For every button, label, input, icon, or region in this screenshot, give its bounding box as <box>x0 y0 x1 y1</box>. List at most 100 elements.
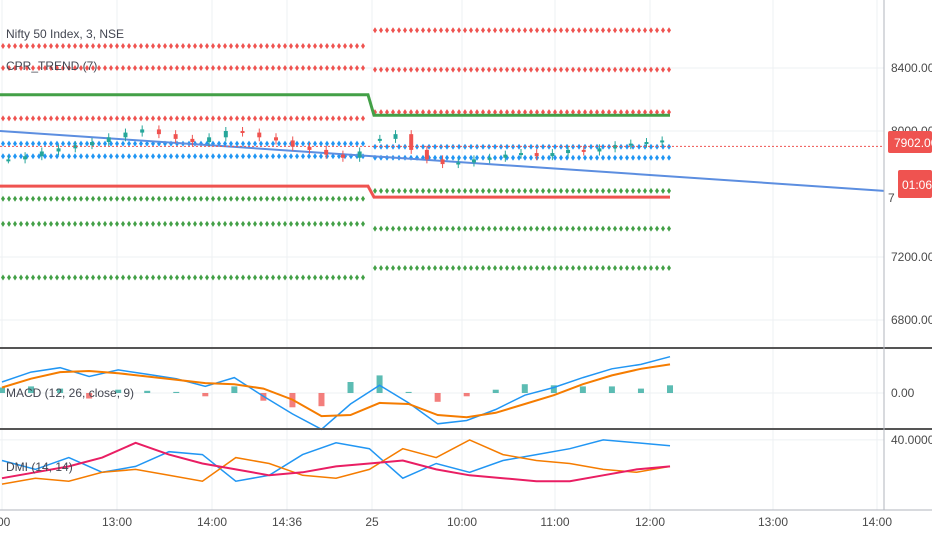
candle-body[interactable] <box>240 131 245 133</box>
s1-dots[interactable] <box>373 187 671 194</box>
red-trend-line[interactable] <box>0 184 670 199</box>
r2-dots[interactable] <box>1 65 365 71</box>
macd-histogram-bar[interactable] <box>115 389 122 393</box>
candle-body[interactable] <box>156 129 161 135</box>
candle-body[interactable] <box>140 129 145 133</box>
macd-histogram-bar[interactable] <box>376 375 383 393</box>
macd-histogram-bar[interactable] <box>637 388 644 393</box>
candle-body[interactable] <box>613 145 618 149</box>
r1-dots[interactable] <box>373 109 671 116</box>
level-dot <box>103 153 107 160</box>
legend-dmi[interactable]: DMI (14, 14) <box>6 460 73 474</box>
macd-histogram-bar[interactable] <box>463 393 470 397</box>
candle-body[interactable] <box>290 140 295 147</box>
candle-body[interactable] <box>357 151 362 158</box>
dmi-panel[interactable] <box>0 439 884 485</box>
green-trend-line[interactable] <box>0 93 670 117</box>
legend-macd[interactable]: MACD (12, 26, close, 9) <box>6 386 134 400</box>
candle-body[interactable] <box>90 142 94 146</box>
macd-histogram-bar[interactable] <box>173 391 180 393</box>
candle-body[interactable] <box>73 145 78 149</box>
candle-body[interactable] <box>56 148 61 152</box>
candle-body[interactable] <box>519 153 523 156</box>
candle-body[interactable] <box>534 153 539 157</box>
candle-body[interactable] <box>6 159 11 162</box>
macd-histogram-bar[interactable] <box>608 386 615 393</box>
candle-body[interactable] <box>409 134 414 150</box>
candle-body[interactable] <box>503 154 508 158</box>
candle-body[interactable] <box>39 151 44 157</box>
macd-histogram-bar[interactable] <box>347 382 354 393</box>
candle-body[interactable] <box>597 148 602 152</box>
level-dot <box>157 115 161 122</box>
candle-body[interactable] <box>190 138 195 143</box>
macd-panel[interactable] <box>0 355 884 431</box>
candle-body[interactable] <box>173 134 178 139</box>
legend-cpr-trend[interactable]: CPR_TREND (7) <box>6 59 97 73</box>
candle-body[interactable] <box>660 140 665 143</box>
candle-body[interactable] <box>106 137 111 143</box>
candle-body[interactable] <box>307 146 312 150</box>
adx-line[interactable] <box>1 441 671 483</box>
candle-body[interactable] <box>628 143 633 146</box>
candle-body[interactable] <box>324 149 329 155</box>
candle-body[interactable] <box>340 154 345 158</box>
macd-histogram-bar[interactable] <box>231 386 238 393</box>
s3-dots[interactable] <box>1 274 365 281</box>
s3-dots[interactable] <box>373 265 671 272</box>
macd-histogram-bar[interactable] <box>318 393 325 407</box>
candle-body[interactable] <box>274 137 278 141</box>
level-dot <box>421 66 425 73</box>
s2-dots[interactable] <box>373 225 671 232</box>
macd-histogram-bar[interactable] <box>57 388 64 393</box>
candle-body[interactable] <box>471 159 476 163</box>
s2-dots[interactable] <box>1 220 365 227</box>
candle-body[interactable] <box>257 132 262 138</box>
candle-body[interactable] <box>440 159 445 165</box>
candle-body[interactable] <box>644 142 649 145</box>
s1-dots[interactable] <box>1 195 365 202</box>
candle-body[interactable] <box>487 157 492 160</box>
level-dot <box>1 42 5 49</box>
candle-body[interactable] <box>207 137 212 143</box>
r2-dots[interactable] <box>373 66 671 73</box>
candle-body[interactable] <box>123 132 128 138</box>
candle-body[interactable] <box>23 156 28 160</box>
candle-body[interactable] <box>393 134 398 139</box>
candle-body[interactable] <box>223 131 228 138</box>
r3-dots[interactable] <box>373 27 671 34</box>
signal-line[interactable] <box>1 363 671 419</box>
macd-histogram-bar[interactable] <box>521 384 528 393</box>
macd-histogram-bar[interactable] <box>405 391 412 393</box>
level-dot <box>109 65 113 71</box>
macd-line[interactable] <box>1 355 671 431</box>
candle-body[interactable] <box>456 162 461 165</box>
price-panel[interactable] <box>0 0 885 281</box>
legend-symbol[interactable]: Nifty 50 Index, 3, NSE <box>6 27 124 41</box>
level-dot <box>253 153 257 160</box>
cpr-top-dots[interactable] <box>1 140 365 147</box>
macd-histogram-bar[interactable] <box>202 393 209 397</box>
candle-body[interactable] <box>424 149 429 160</box>
macd-histogram-bar[interactable] <box>28 386 35 393</box>
plus-di-line[interactable] <box>1 439 671 482</box>
macd-histogram-bar[interactable] <box>0 387 5 394</box>
r3-dots[interactable] <box>1 42 365 49</box>
candle-body[interactable] <box>566 149 571 154</box>
macd-histogram-bar[interactable] <box>492 389 499 393</box>
candle-body[interactable] <box>550 153 555 157</box>
level-dot <box>625 225 629 232</box>
candle-body[interactable] <box>377 138 382 141</box>
r1-dots[interactable] <box>1 115 365 122</box>
macd-histogram-bar[interactable] <box>550 385 557 393</box>
macd-histogram-bar[interactable] <box>86 393 93 399</box>
macd-histogram-bar[interactable] <box>579 386 586 393</box>
candle-body[interactable] <box>581 149 586 152</box>
macd-histogram-bar[interactable] <box>434 393 441 402</box>
macd-histogram-bar[interactable] <box>144 390 151 393</box>
macd-histogram-bar[interactable] <box>667 385 673 393</box>
minus-di-line[interactable] <box>1 439 671 485</box>
cpr-bottom-dots[interactable] <box>1 153 365 160</box>
level-dot <box>187 42 191 49</box>
